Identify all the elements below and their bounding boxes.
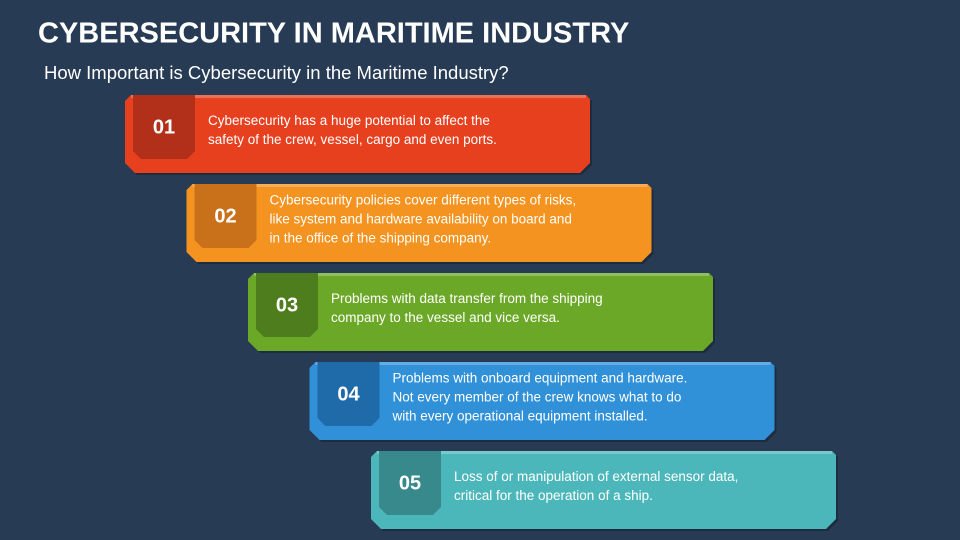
item-text: in the office of the shipping company. — [270, 231, 492, 246]
item-text: Problems with data transfer from the shi… — [331, 291, 603, 306]
item-text: Cybersecurity policies cover different t… — [270, 193, 577, 208]
item-text: critical for the operation of a ship. — [454, 488, 653, 503]
card: 04 Problems with onboard equipment and ha… — [309, 362, 777, 442]
card-highlight — [254, 273, 709, 276]
card-highlight — [315, 362, 771, 365]
card-body — [248, 273, 713, 351]
item-text: company to the vessel and vice versa. — [331, 310, 560, 325]
subtitle: How Important is Cybersecurity in the Ma… — [44, 62, 509, 83]
card-highlight — [131, 95, 586, 98]
item-text: Cybersecurity has a huge potential to af… — [208, 113, 490, 128]
card-body — [371, 451, 836, 529]
item-text: safety of the crew, vessel, cargo and ev… — [208, 132, 497, 147]
item-number: 04 — [337, 383, 360, 405]
number-tab — [317, 362, 380, 426]
card-body — [186, 184, 652, 262]
item-text: Problems with onboard equipment and hard… — [393, 371, 688, 386]
number-tab — [379, 451, 441, 515]
card-highlight — [192, 184, 648, 187]
item-number: 02 — [214, 205, 236, 227]
card-highlight — [377, 451, 832, 454]
item-number: 05 — [399, 472, 421, 494]
number-tab — [256, 273, 318, 337]
item-text: Loss of or manipulation of external sens… — [454, 469, 738, 484]
number-tab — [194, 184, 257, 248]
title: CYBERSECURITY IN MARITIME INDUSTRY — [38, 18, 629, 50]
item-text: like system and hardware availability on… — [270, 212, 572, 227]
card-body — [309, 362, 775, 440]
item-text: Not every member of the crew knows what … — [393, 390, 682, 405]
item-text: with every operational equipment install… — [392, 409, 648, 424]
card: 01 Cybersecurity has a huge potential to … — [125, 95, 592, 175]
card: 03 Problems with data transfer from the s… — [248, 273, 715, 353]
item-number: 01 — [153, 116, 175, 138]
card: 05 Loss of or manipulation of external se… — [371, 451, 838, 531]
item-number: 03 — [276, 294, 298, 316]
card: 02 Cybersecurity policies cover different… — [186, 184, 654, 264]
number-tab — [133, 95, 195, 159]
card-body — [125, 95, 590, 173]
